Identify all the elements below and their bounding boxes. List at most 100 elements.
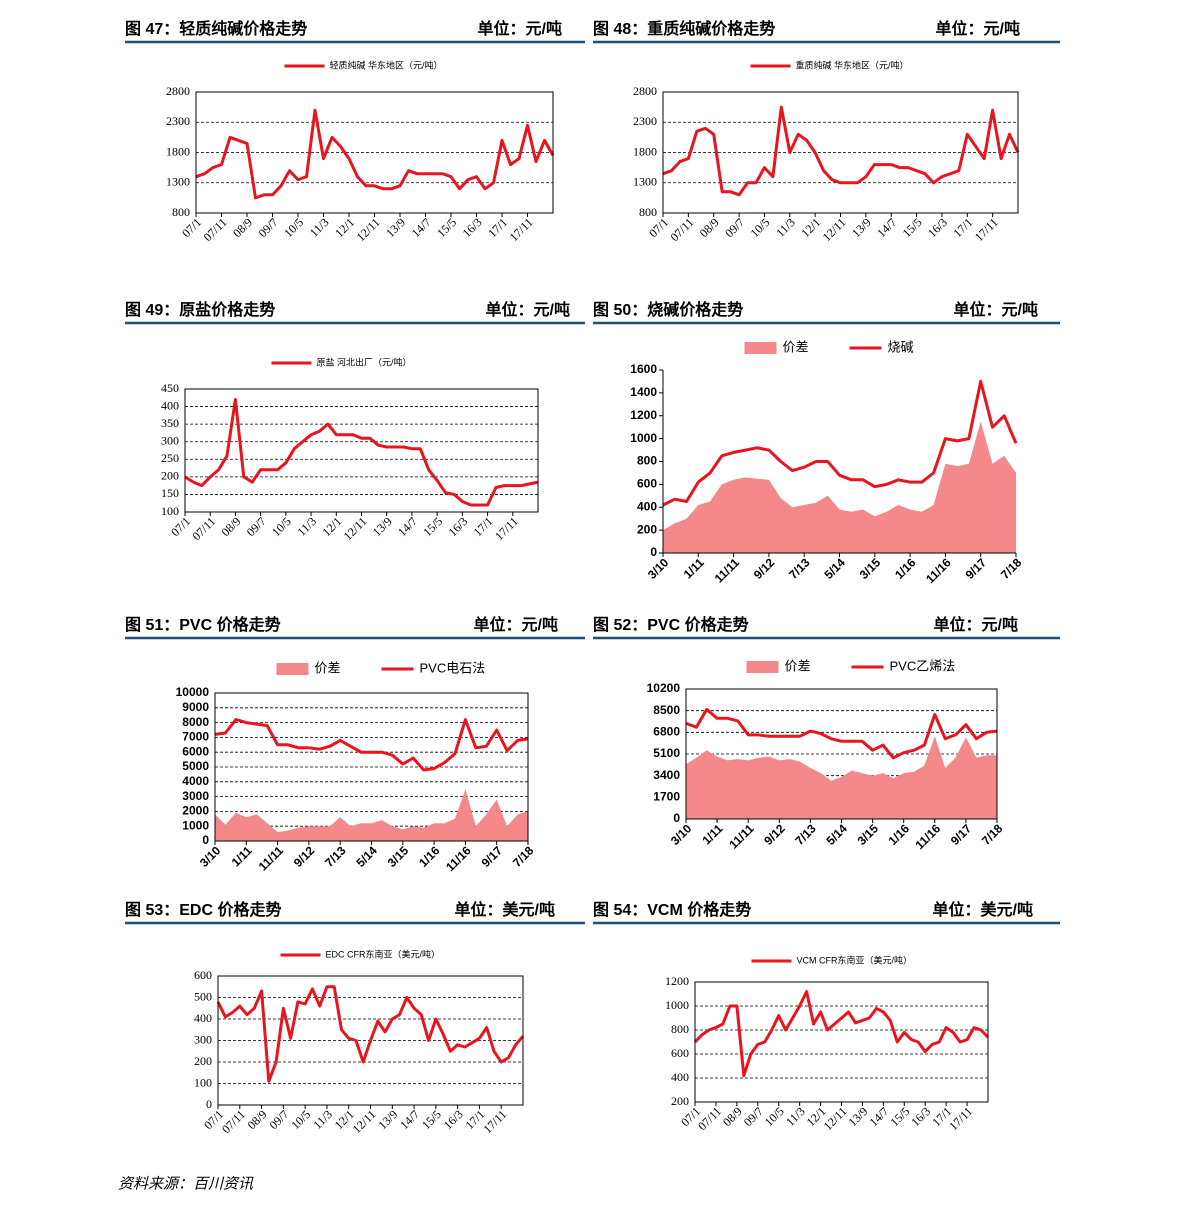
legend-swatch xyxy=(746,661,779,673)
area xyxy=(215,789,528,841)
line xyxy=(216,985,525,1083)
y-tick-label: 350 xyxy=(161,416,179,430)
x-tick-label: 9/12 xyxy=(761,821,788,848)
x-tick-label: 08/9 xyxy=(720,1104,745,1129)
x-tick-label: 9/12 xyxy=(291,843,318,870)
y-tick-label: 0 xyxy=(673,811,680,825)
figure-title: 图 54：VCM 价格走势 xyxy=(593,900,751,919)
x-tick-label: 12/1 xyxy=(332,215,357,240)
figure-title: 图 48：重质纯碱价格走势 xyxy=(593,19,775,38)
x-tick-label: 12/1 xyxy=(798,215,823,240)
figure-title: 图 53：EDC 价格走势 xyxy=(125,900,281,919)
y-tick-label: 1200 xyxy=(665,974,689,988)
x-tick-label: 15/5 xyxy=(900,215,925,240)
legend-label: 轻质纯碱 华东地区（元/吨） xyxy=(330,59,443,70)
y-tick-label: 1300 xyxy=(166,175,190,189)
y-tick-label: 600 xyxy=(194,968,212,982)
x-tick-label: 11/3 xyxy=(307,215,332,240)
x-tick-label: 11/3 xyxy=(294,514,319,539)
x-tick-label: 1/16 xyxy=(416,843,443,870)
y-tick-label: 1800 xyxy=(166,144,190,158)
x-tick-label: 08/9 xyxy=(245,1107,270,1132)
y-tick-label: 3000 xyxy=(182,789,209,803)
y-tick-label: 250 xyxy=(161,451,179,465)
x-tick-label: 14/7 xyxy=(395,514,420,539)
y-tick-label: 1000 xyxy=(665,998,689,1012)
x-tick-label: 3/15 xyxy=(855,821,882,848)
line xyxy=(662,379,1018,507)
y-tick-label: 500 xyxy=(194,989,212,1003)
legend-swatch xyxy=(744,342,777,354)
x-tick-label: 5/14 xyxy=(353,843,380,870)
y-tick-label: 600 xyxy=(671,1046,689,1060)
x-tick-label: 9/12 xyxy=(751,555,778,582)
x-tick-label: 7/13 xyxy=(792,821,819,848)
y-tick-label: 100 xyxy=(194,1075,212,1089)
figure-unit: 单位：美元/吨 xyxy=(933,900,1033,919)
x-tick-label: 09/7 xyxy=(266,1107,291,1132)
x-tick-label: 7/18 xyxy=(979,821,1006,848)
y-tick-label: 9000 xyxy=(182,700,209,714)
x-tick-label: 10/5 xyxy=(762,1104,787,1129)
x-tick-label: 13/9 xyxy=(846,1104,871,1129)
x-tick-label: 13/9 xyxy=(849,215,874,240)
x-tick-label: 09/7 xyxy=(722,215,747,240)
y-tick-label: 6800 xyxy=(653,725,680,739)
y-tick-label: 200 xyxy=(671,1094,689,1108)
plot-frame xyxy=(694,981,989,1103)
x-tick-label: 07/11 xyxy=(189,514,218,543)
x-tick-label: 3/10 xyxy=(668,821,695,848)
x-tick-label: 08/9 xyxy=(230,215,255,240)
x-tick-label: 07/1 xyxy=(168,514,193,539)
line xyxy=(662,105,1020,197)
y-tick-label: 6000 xyxy=(182,744,209,758)
figure-title: 图 47：轻质纯碱价格走势 xyxy=(125,19,307,38)
figure-unit: 单位：元/吨 xyxy=(478,19,562,38)
x-tick-label: 14/7 xyxy=(397,1107,422,1132)
x-tick-label: 17/11 xyxy=(492,514,521,543)
y-tick-label: 100 xyxy=(161,504,179,518)
y-tick-label: 1700 xyxy=(653,790,680,804)
x-tick-label: 1/11 xyxy=(681,555,707,581)
y-tick-label: 300 xyxy=(161,433,179,447)
x-tick-label: 12/11 xyxy=(354,215,383,244)
x-tick-label: 08/9 xyxy=(697,215,722,240)
x-tick-label: 3/10 xyxy=(645,555,672,582)
x-tick-label: 15/5 xyxy=(419,1107,444,1132)
line xyxy=(693,990,990,1078)
y-tick-label: 800 xyxy=(639,205,657,219)
line xyxy=(214,718,529,772)
x-tick-label: 13/9 xyxy=(375,1107,400,1132)
x-tick-label: 16/3 xyxy=(441,1107,466,1132)
line xyxy=(685,707,998,760)
x-tick-label: 07/1 xyxy=(179,215,204,240)
legend-label: 重质纯碱 华东地区（元/吨） xyxy=(796,59,909,70)
x-tick-label: 9/17 xyxy=(963,555,990,582)
y-tick-label: 400 xyxy=(161,398,179,412)
plot-frame xyxy=(184,388,539,513)
x-tick-label: 17/1 xyxy=(485,215,510,240)
figure-title: 图 51：PVC 价格走势 xyxy=(125,615,281,634)
y-tick-label: 1400 xyxy=(630,385,657,399)
y-tick-label: 0 xyxy=(202,833,209,847)
legend-label: 烧碱 xyxy=(888,339,914,354)
y-tick-label: 800 xyxy=(637,454,657,468)
figure-unit: 单位：美元/吨 xyxy=(455,900,555,919)
legend-label: 原盐 河北出厂（元/吨） xyxy=(317,356,412,367)
legend-label: 价差 xyxy=(783,339,809,354)
x-tick-label: 3/10 xyxy=(197,843,224,870)
figure-title: 图 49：原盐价格走势 xyxy=(125,300,275,319)
y-tick-label: 2800 xyxy=(166,84,190,98)
x-tick-label: 7/18 xyxy=(998,555,1025,582)
x-tick-label: 17/11 xyxy=(946,1104,975,1133)
x-tick-label: 7/13 xyxy=(786,555,813,582)
legend-swatch xyxy=(276,663,309,675)
area xyxy=(663,421,1016,553)
x-tick-label: 12/11 xyxy=(350,1107,379,1136)
y-tick-label: 7000 xyxy=(182,730,209,744)
x-tick-label: 17/11 xyxy=(972,215,1001,244)
x-tick-label: 16/3 xyxy=(460,215,485,240)
legend-label: 价差 xyxy=(315,660,341,675)
x-tick-label: 16/3 xyxy=(908,1104,933,1129)
